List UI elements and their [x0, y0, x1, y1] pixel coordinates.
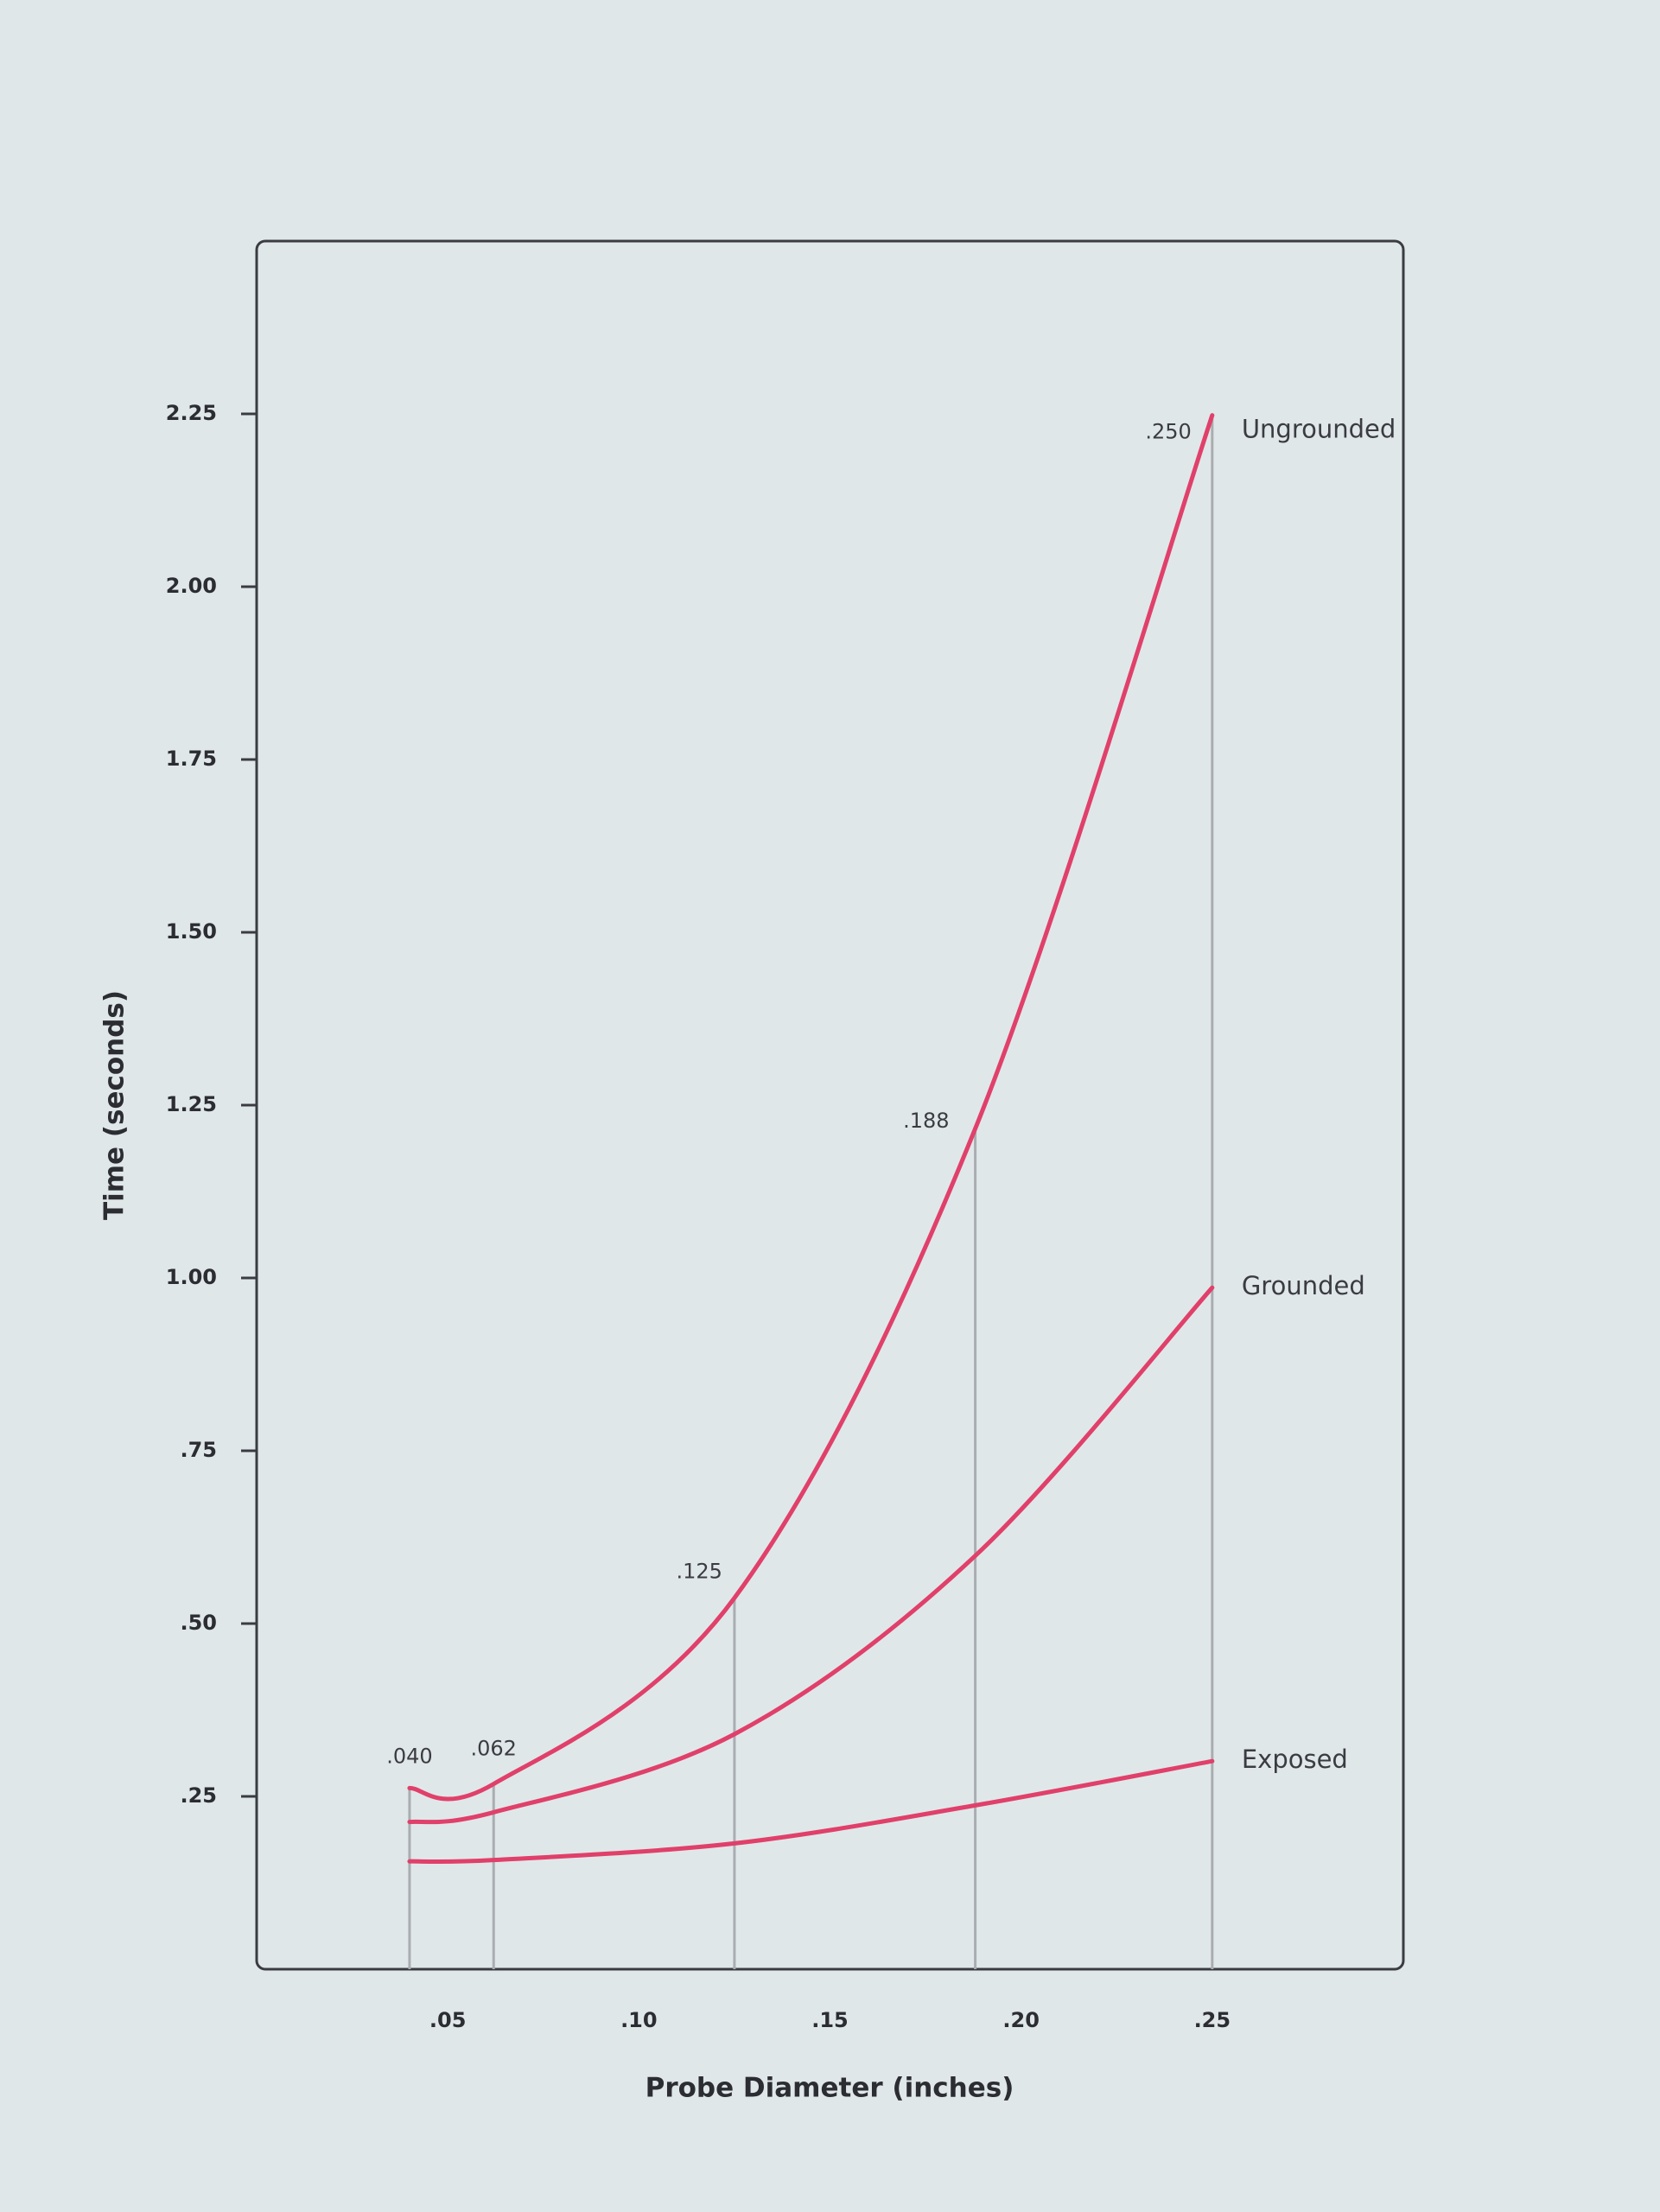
x-tick-label: .05 — [429, 2008, 467, 2032]
series-label: Exposed — [1242, 1745, 1348, 1774]
x-tick-label: .15 — [811, 2008, 849, 2032]
y-tick-label: 1.50 — [166, 919, 217, 944]
point-label: .040 — [386, 1744, 432, 1768]
point-label: .125 — [676, 1559, 722, 1583]
series-label: Ungrounded — [1242, 415, 1396, 444]
point-label: .188 — [903, 1109, 949, 1133]
y-tick-label: .25 — [180, 1783, 217, 1808]
series-line — [407, 1285, 1215, 1825]
y-tick-label: 1.25 — [166, 1092, 217, 1116]
x-tick-label: .10 — [620, 2008, 658, 2032]
y-tick-label: 1.00 — [166, 1265, 217, 1289]
x-tick-label: .25 — [1194, 2008, 1231, 2032]
point-label: .062 — [471, 1737, 517, 1761]
series-line — [407, 413, 1215, 1802]
series-line — [407, 1758, 1215, 1865]
y-tick-label: 1.75 — [166, 747, 217, 771]
y-tick-label: 2.25 — [166, 401, 217, 425]
y-axis-title: Time (seconds) — [99, 990, 130, 1220]
y-tick-label: 2.00 — [166, 574, 217, 598]
series-label: Grounded — [1242, 1271, 1365, 1300]
x-tick-label: .20 — [1002, 2008, 1040, 2032]
y-tick-label: .75 — [180, 1438, 217, 1462]
x-axis-title: Probe Diameter (inches) — [646, 2073, 1014, 2104]
y-tick-label: .50 — [180, 1611, 217, 1635]
point-label: .250 — [1145, 420, 1191, 444]
